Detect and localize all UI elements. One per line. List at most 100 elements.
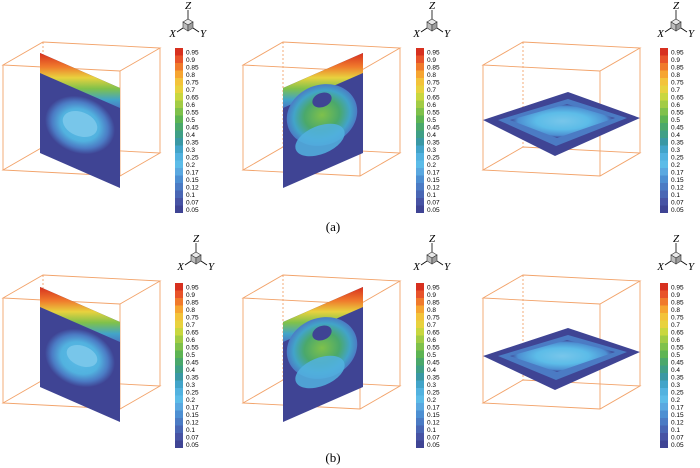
legend-label: 0.1	[671, 427, 680, 434]
legend-label: 0.6	[427, 102, 436, 109]
legend-label: 0.75	[671, 80, 684, 87]
legend-label: 0.1	[427, 192, 436, 199]
legend-label: 0.8	[671, 72, 680, 79]
legend-label: 0.45	[186, 360, 199, 367]
legend-label: 0.1	[186, 427, 195, 434]
x-axis-line	[664, 27, 672, 33]
legend-label: 0.17	[186, 170, 199, 177]
legend-swatch	[416, 433, 424, 441]
contour-slice	[283, 53, 363, 188]
legend-swatch	[175, 343, 183, 351]
legend-swatch	[175, 63, 183, 71]
legend-label: 0.7	[671, 322, 680, 329]
legend-swatch	[175, 388, 183, 396]
legend-label: 0.15	[427, 412, 440, 419]
legend-label: 0.6	[427, 337, 436, 344]
legend-label: 0.12	[671, 185, 684, 192]
y-axis-label: Y	[444, 261, 452, 273]
legend-swatch	[416, 290, 424, 298]
legend-label: 0.25	[427, 155, 440, 162]
legend-label: 0.3	[427, 147, 436, 154]
legend-label: 0.15	[186, 177, 199, 184]
y-axis-label: Y	[200, 28, 208, 40]
legend-label: 0.6	[671, 102, 680, 109]
legend-swatch	[660, 388, 668, 396]
y-axis-line	[436, 260, 444, 266]
legend-label: 0.95	[671, 50, 684, 57]
legend-swatch	[416, 350, 424, 358]
legend-label: 0.1	[186, 192, 195, 199]
legend-label: 0.35	[671, 140, 684, 147]
legend-swatch	[660, 410, 668, 418]
legend-swatch	[660, 373, 668, 381]
legend-label: 0.65	[671, 95, 684, 102]
legend-swatch	[416, 63, 424, 71]
legend-swatch	[660, 395, 668, 403]
legend-swatch	[175, 85, 183, 93]
legend-label: 0.1	[671, 192, 680, 199]
legend-label: 0.55	[427, 345, 440, 352]
legend-label: 0.07	[427, 200, 440, 207]
legend-swatch	[175, 418, 183, 426]
contour-slice	[283, 287, 363, 422]
legend-swatch	[416, 70, 424, 78]
domain-box	[481, 274, 642, 410]
legend-swatch	[416, 78, 424, 86]
legend-label: 0.75	[427, 315, 440, 322]
panel-a3	[481, 41, 642, 177]
legend-label: 0.35	[186, 140, 199, 147]
legend-swatch	[660, 425, 668, 433]
legend-label: 0.75	[671, 315, 684, 322]
legend-label: 0.8	[427, 307, 436, 314]
legend-label: 0.65	[186, 95, 199, 102]
legend-label: 0.55	[671, 345, 684, 352]
legend-swatch	[416, 388, 424, 396]
legend-label: 0.2	[427, 162, 436, 169]
legend-label: 0.5	[671, 352, 680, 359]
legend-swatch	[175, 320, 183, 328]
legend-label: 0.95	[186, 285, 199, 292]
legend-label: 0.3	[427, 382, 436, 389]
x-axis-label: X	[168, 28, 177, 40]
legend-swatch	[660, 190, 668, 198]
legend-swatch	[175, 168, 183, 176]
legend-swatch	[660, 145, 668, 153]
legend-label: 0.25	[671, 155, 684, 162]
legend-label: 0.7	[186, 87, 195, 94]
legend-swatch	[175, 108, 183, 116]
legend-swatch	[660, 305, 668, 313]
legend-label: 0.85	[186, 300, 199, 307]
legend-label: 0.85	[671, 300, 684, 307]
legend-swatch	[660, 175, 668, 183]
legend-swatch	[175, 115, 183, 123]
legend-swatch	[660, 198, 668, 206]
panel-a2	[241, 41, 402, 188]
legend-label: 0.15	[427, 177, 440, 184]
legend-swatch	[175, 130, 183, 138]
legend-label: 0.12	[186, 420, 199, 427]
legend-label: 0.45	[186, 125, 199, 132]
z-axis-label: Z	[429, 233, 436, 245]
legend-swatch	[175, 290, 183, 298]
legend-swatch	[660, 183, 668, 191]
legend-label: 0.3	[186, 382, 195, 389]
y-axis-label: Y	[688, 28, 696, 40]
legend-label: 0.25	[186, 155, 199, 162]
axis-triad: Z X Y	[168, 0, 208, 40]
legend-swatch	[416, 440, 424, 448]
legend-label: 0.85	[671, 65, 684, 72]
panel-b3	[481, 274, 642, 410]
z-axis-label: Z	[185, 0, 192, 12]
legend-swatch	[416, 93, 424, 101]
z-axis-label: Z	[673, 0, 680, 12]
legend-label: 0.7	[427, 322, 436, 329]
legend-swatch	[175, 48, 183, 56]
legend-swatch	[660, 130, 668, 138]
y-axis-line	[200, 260, 208, 266]
legend-swatch	[660, 153, 668, 161]
domain-box	[481, 41, 642, 177]
legend-label: 0.6	[186, 337, 195, 344]
legend-swatch	[660, 55, 668, 63]
legend-swatch	[660, 85, 668, 93]
